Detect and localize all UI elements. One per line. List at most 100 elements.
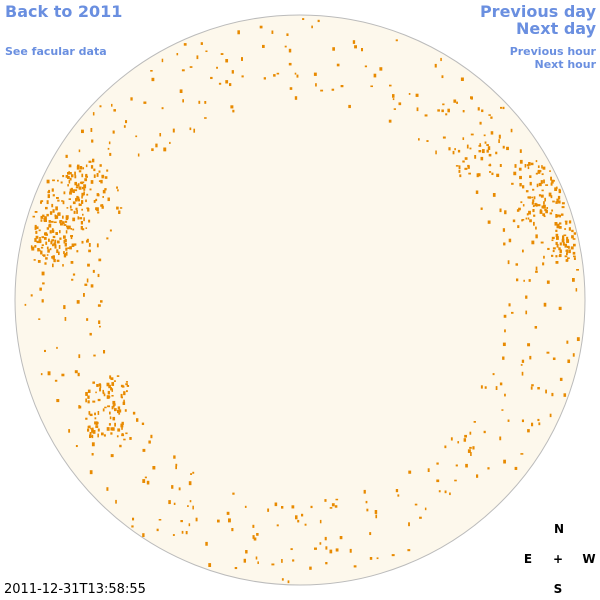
facula	[291, 505, 295, 509]
facula	[564, 228, 567, 230]
facula	[65, 154, 68, 158]
facula	[502, 106, 505, 110]
facula	[492, 373, 495, 376]
facula	[38, 240, 42, 242]
facula	[47, 249, 50, 253]
next-day-link[interactable]: Next day	[516, 19, 596, 38]
facular-link[interactable]: See facular data	[5, 45, 107, 58]
facula	[314, 547, 317, 550]
facula	[514, 164, 517, 168]
facula	[52, 179, 55, 182]
facula	[552, 200, 555, 203]
facula	[46, 254, 49, 256]
facula	[518, 207, 521, 211]
facula	[51, 203, 54, 208]
facula	[81, 129, 84, 134]
facula	[331, 88, 335, 91]
facula	[142, 479, 146, 483]
facula	[567, 245, 570, 249]
facula	[558, 189, 562, 194]
facula	[98, 170, 101, 173]
facula	[99, 387, 102, 392]
facula	[81, 240, 84, 244]
facula	[125, 432, 128, 435]
facula	[88, 219, 91, 223]
previous-day-link[interactable]: Previous day	[479, 2, 596, 21]
facula	[232, 109, 235, 113]
facula	[116, 186, 118, 189]
compass-north: N	[553, 522, 565, 536]
facula	[253, 537, 257, 541]
facula	[455, 165, 459, 167]
facula	[65, 220, 68, 223]
facula	[59, 230, 61, 234]
facula	[555, 255, 558, 258]
facula	[175, 465, 177, 470]
facula	[97, 433, 99, 438]
facula	[542, 262, 545, 266]
facula	[533, 196, 536, 200]
facula	[55, 232, 58, 236]
facula	[486, 144, 489, 146]
facula	[110, 377, 114, 380]
facula	[374, 510, 378, 514]
facula	[117, 189, 119, 192]
facula	[487, 146, 491, 151]
facula	[573, 243, 576, 247]
facula	[97, 193, 100, 197]
facula	[69, 177, 72, 181]
facula	[72, 217, 76, 222]
facula	[106, 395, 110, 399]
facula	[324, 499, 327, 502]
facula	[329, 507, 333, 509]
facula	[161, 58, 164, 63]
facula	[499, 164, 502, 167]
facula	[37, 260, 41, 263]
facula	[74, 181, 77, 186]
facula	[567, 359, 571, 364]
facula	[81, 195, 83, 199]
facula	[97, 304, 101, 307]
facula	[292, 559, 295, 562]
facula	[521, 371, 524, 376]
facula	[87, 389, 91, 393]
facula	[172, 534, 175, 536]
facula	[71, 278, 74, 281]
facula	[204, 101, 207, 104]
facula	[521, 419, 525, 423]
facula	[551, 179, 554, 184]
back-link[interactable]: Back to 2011	[5, 2, 123, 21]
facula	[555, 201, 558, 204]
facula	[92, 269, 95, 273]
next-hour-link[interactable]: Next hour	[534, 58, 597, 71]
facula	[388, 119, 392, 123]
facula	[35, 230, 38, 234]
facula	[441, 75, 444, 79]
facula	[46, 179, 50, 184]
facula	[92, 427, 94, 431]
facula	[495, 151, 498, 155]
facula	[195, 517, 198, 522]
facula	[131, 525, 134, 528]
facula	[489, 171, 492, 173]
facula	[87, 395, 90, 399]
facula	[38, 237, 42, 239]
facula	[205, 541, 208, 546]
facula	[84, 178, 88, 182]
facula	[126, 385, 130, 387]
facula	[109, 411, 111, 415]
facula	[100, 300, 103, 303]
facula	[98, 258, 102, 262]
facula	[106, 487, 109, 491]
facula	[73, 210, 76, 214]
facula	[531, 240, 535, 245]
facula	[111, 103, 113, 107]
facula	[470, 133, 474, 136]
facula	[531, 422, 534, 427]
previous-hour-link[interactable]: Previous hour	[509, 45, 596, 58]
facula	[92, 430, 95, 434]
facula	[96, 384, 99, 387]
facula	[541, 205, 544, 209]
facula	[331, 503, 335, 507]
facula	[56, 399, 60, 403]
